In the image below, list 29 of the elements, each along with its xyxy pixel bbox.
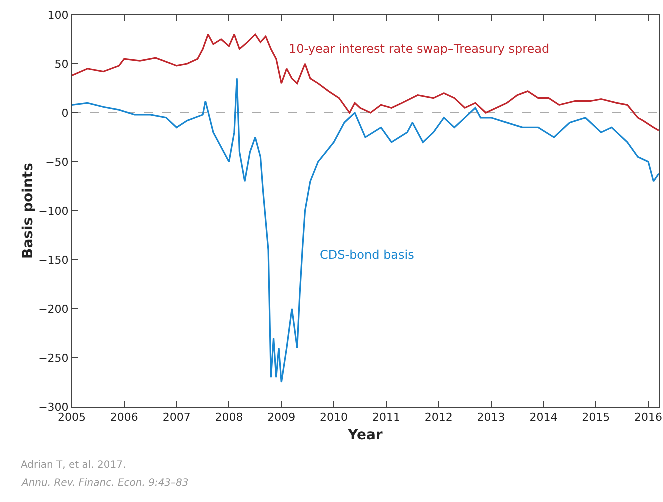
x-tick-label: 2010 xyxy=(320,411,348,424)
x-tick-label: 2014 xyxy=(530,411,558,424)
x-tick-label: 2006 xyxy=(110,411,138,424)
x-tick-label: 2012 xyxy=(424,411,453,424)
y-tick-label: −200 xyxy=(38,302,69,316)
x-tick-label: 2016 xyxy=(634,411,663,424)
y-tick-label: −300 xyxy=(38,400,69,414)
x-tick-label: 2005 xyxy=(58,411,86,424)
x-tick-label: 2015 xyxy=(582,411,610,424)
y-tick-label: 0 xyxy=(62,106,69,120)
x-tick-label: 2009 xyxy=(268,411,296,424)
x-tick-label: 2008 xyxy=(215,411,244,424)
line-series xyxy=(72,78,659,384)
x-tick-label: 2007 xyxy=(162,411,191,424)
y-tick-label: 100 xyxy=(48,8,69,22)
y-tick-label: −150 xyxy=(38,254,69,267)
x-tick-label: 2013 xyxy=(477,411,506,424)
y-tick-label: −100 xyxy=(38,204,69,218)
y-axis-title: Basis points xyxy=(20,163,37,259)
series-label: CDS-bond basis xyxy=(320,248,414,262)
text: Annu. Rev. Financ. Econ. 9:43–83 xyxy=(21,478,189,489)
series-label: 10-year interest rate swap–Treasury spread xyxy=(289,42,550,56)
y-tick-label: −250 xyxy=(38,352,69,365)
x-tick-label: 2011 xyxy=(372,411,400,424)
line-series xyxy=(72,34,659,132)
y-tick-label: 50 xyxy=(54,58,69,71)
text: Adrian T, et al. 2017. xyxy=(21,460,126,471)
x-axis-title: Year xyxy=(347,428,383,444)
y-tick-label: −50 xyxy=(46,156,69,169)
